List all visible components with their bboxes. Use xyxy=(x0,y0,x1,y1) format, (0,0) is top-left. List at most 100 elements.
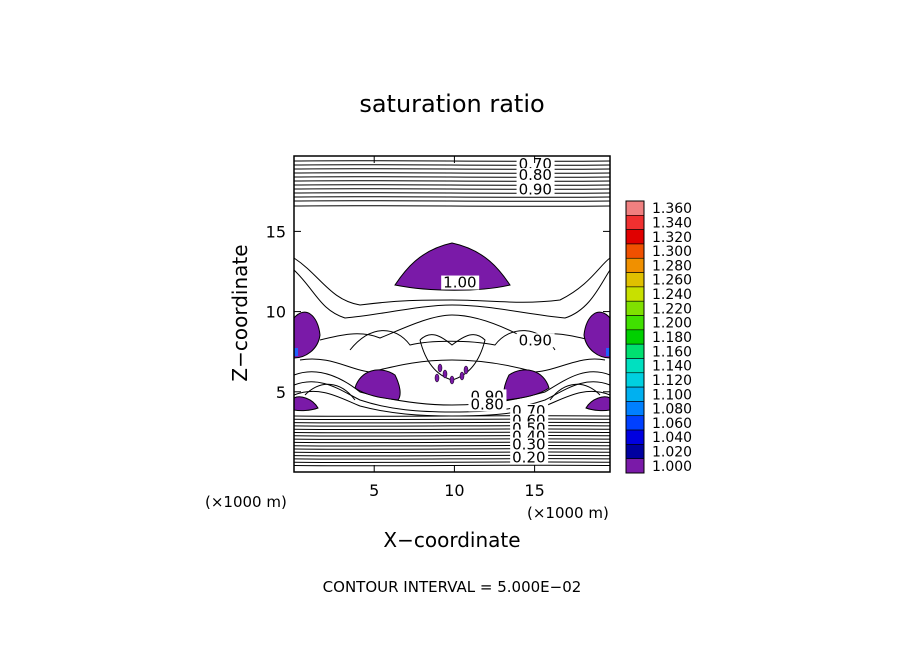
contour-labels: 0.700.800.901.000.900.900.80 0.700.600.50… xyxy=(441,155,555,466)
region-small-cell xyxy=(449,375,455,385)
x-axis-label: X−coordinate xyxy=(383,528,520,552)
region-left-edge-lower xyxy=(293,396,319,412)
contour-lines xyxy=(293,160,611,467)
colorbar-label: 1.040 xyxy=(652,430,692,446)
colorbar: 1.3601.3401.3201.3001.2801.2601.2401.220… xyxy=(625,200,692,475)
contour-line xyxy=(293,196,611,198)
colorbar-swatch xyxy=(625,272,645,288)
contour-label-bg xyxy=(441,275,480,290)
contour-label: 0.30 xyxy=(512,436,545,454)
contour-label: 0.80 xyxy=(519,166,552,184)
region-right-lobe xyxy=(503,369,550,401)
contour-line xyxy=(293,418,611,421)
colorbar-label: 1.240 xyxy=(652,287,692,303)
contour-line xyxy=(293,269,611,319)
contour-label: 1.00 xyxy=(443,274,476,292)
colorbar-swatch xyxy=(625,372,645,388)
x-unit-right: (×1000 m) xyxy=(527,504,609,522)
contour-line xyxy=(293,180,611,182)
colorbar-swatch xyxy=(625,358,645,374)
contour-label-bg xyxy=(510,437,549,452)
colorbar-swatch xyxy=(625,257,645,273)
contour-line xyxy=(293,464,611,467)
contour-line xyxy=(293,168,611,170)
colorbar-frame xyxy=(625,200,645,474)
contour-line xyxy=(304,383,356,401)
contour-label: 0.20 xyxy=(512,448,545,466)
contour-label-bg xyxy=(516,168,555,183)
region-left-lobe xyxy=(354,369,401,401)
colorbar-swatch xyxy=(625,229,645,245)
colorbar-swatch xyxy=(625,243,645,259)
x-unit-left: (×1000 m) xyxy=(205,493,287,511)
colorbar-swatch xyxy=(625,429,645,445)
contour-label: 0.80 xyxy=(470,395,503,413)
contour-line xyxy=(293,441,611,444)
region-right-edge-lower xyxy=(585,396,611,412)
x-tick-label: 10 xyxy=(444,481,464,500)
contour-line xyxy=(293,431,611,434)
chart-title: saturation ratio xyxy=(359,90,544,118)
contour-line xyxy=(293,448,611,450)
colorbar-label: 1.180 xyxy=(652,330,692,346)
colorbar-label: 1.080 xyxy=(652,402,692,418)
contour-line xyxy=(293,257,611,306)
plot-area: 0.700.800.901.000.900.900.80 0.700.600.50… xyxy=(266,155,611,500)
contour-line xyxy=(293,200,611,202)
contour-interval-note: CONTOUR INTERVAL = 5.000E−02 xyxy=(323,578,582,596)
colorbar-label: 1.340 xyxy=(652,215,692,231)
supersaturated-regions xyxy=(293,242,611,412)
colorbar-swatch xyxy=(625,458,645,474)
colorbar-label: 1.140 xyxy=(652,359,692,375)
contour-line xyxy=(293,444,611,447)
region-edge-spot xyxy=(294,348,298,356)
contour-line xyxy=(293,192,611,194)
colorbar-swatch xyxy=(625,286,645,302)
region-small-cell xyxy=(434,373,440,383)
colorbar-label: 1.260 xyxy=(652,273,692,289)
contour-label-bg xyxy=(516,156,555,171)
colorbar-label: 1.060 xyxy=(652,416,692,432)
colorbar-swatch xyxy=(625,315,645,331)
y-axis-label: Z−coordinate xyxy=(228,244,252,381)
contour-line xyxy=(293,461,611,463)
axis-ticks: 5 10 15 5 10 15 xyxy=(266,156,610,500)
contour-line xyxy=(349,330,556,351)
colorbar-swatch xyxy=(625,415,645,431)
colorbar-label: 1.320 xyxy=(652,230,692,246)
contour-line xyxy=(419,334,486,381)
y-tick-label: 10 xyxy=(266,303,286,322)
contour-label-bg xyxy=(516,333,555,348)
colorbar-label: 1.220 xyxy=(652,301,692,317)
colorbar-label: 1.300 xyxy=(652,244,692,260)
contour-line xyxy=(293,435,611,437)
plot-background xyxy=(294,156,610,472)
contour-label-bg xyxy=(510,450,549,465)
colorbar-label: 1.000 xyxy=(652,459,692,475)
y-tick-label: 15 xyxy=(266,222,286,241)
contour-line xyxy=(293,160,611,162)
x-tick-label: 5 xyxy=(369,481,379,500)
region-edge-spot xyxy=(606,348,610,356)
contour-line xyxy=(293,188,611,190)
colorbar-swatch xyxy=(625,401,645,417)
region-small-cell xyxy=(459,371,465,381)
colorbar-label: 1.020 xyxy=(652,445,692,461)
contour-line xyxy=(293,438,611,440)
contour-line xyxy=(293,454,611,457)
colorbar-label: 1.360 xyxy=(652,201,692,217)
contour-line xyxy=(293,428,611,430)
contour-line xyxy=(293,425,611,427)
contour-line xyxy=(293,184,611,186)
colorbar-label: 1.280 xyxy=(652,258,692,274)
colorbar-label: 1.100 xyxy=(652,387,692,403)
colorbar-label: 1.160 xyxy=(652,344,692,360)
contour-label: 0.90 xyxy=(519,331,552,349)
x-tick-label: 15 xyxy=(524,481,544,500)
contour-line xyxy=(293,205,611,207)
colorbar-swatch xyxy=(625,300,645,316)
y-tick-label: 5 xyxy=(276,383,286,402)
colorbar-label: 1.200 xyxy=(652,316,692,332)
region-small-cell xyxy=(463,365,469,375)
